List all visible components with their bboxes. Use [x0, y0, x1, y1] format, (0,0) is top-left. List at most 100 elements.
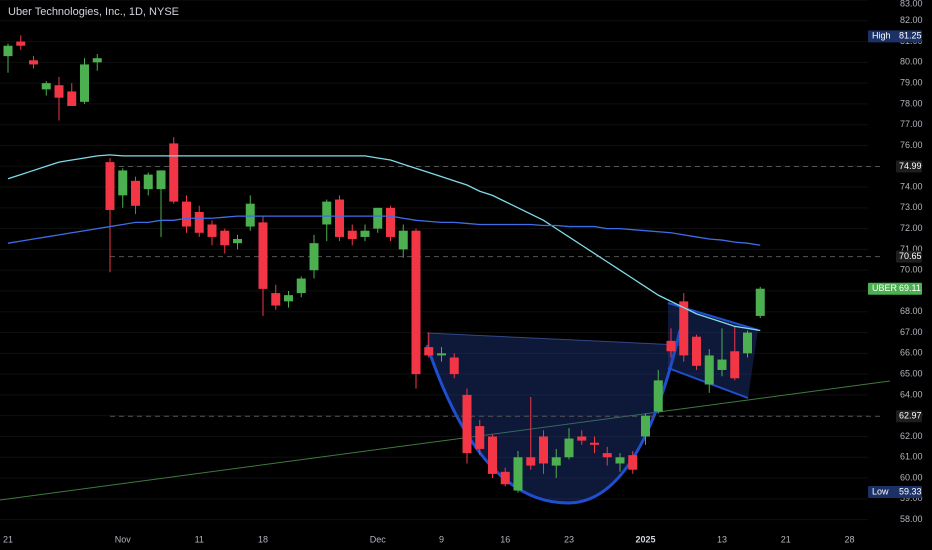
- y-tick-label: 70.00: [900, 265, 923, 275]
- candle-body: [41, 83, 51, 90]
- y-tick-label: 66.00: [900, 348, 923, 358]
- candle-body: [233, 239, 242, 244]
- x-tick-label: 13: [717, 534, 727, 544]
- candle-body: [653, 380, 663, 412]
- candle-body: [67, 91, 77, 106]
- price-label-name: High: [872, 31, 891, 41]
- y-tick-label: 78.00: [900, 98, 923, 108]
- candle-body: [143, 174, 153, 190]
- trend-line: [0, 380, 891, 501]
- candle-body: [692, 336, 701, 366]
- price-label-box: [896, 250, 922, 263]
- x-tick-label: Dec: [370, 534, 387, 544]
- price-label-box: [868, 282, 922, 295]
- candle-body: [462, 394, 472, 454]
- candle-body: [335, 199, 344, 237]
- candle-body: [296, 278, 306, 294]
- candle-body: [424, 347, 434, 356]
- price-label-box: [896, 410, 922, 423]
- price-label-box: [868, 30, 922, 43]
- candle-body: [284, 295, 293, 302]
- candle-body: [488, 436, 497, 474]
- price-label-name: UBER: [872, 283, 898, 293]
- candle-body: [16, 41, 26, 46]
- y-tick-label: 64.00: [900, 389, 923, 399]
- price-label-box: [868, 485, 922, 498]
- candle-body: [628, 455, 638, 470]
- y-tick-label: 59.00: [900, 493, 923, 503]
- candle-body: [577, 436, 587, 441]
- price-label-value: 70.65: [899, 251, 922, 261]
- y-tick-label: 80.00: [900, 57, 923, 67]
- candle-body: [309, 243, 319, 271]
- candle-body: [207, 224, 217, 237]
- chart-title: Uber Technologies, Inc., 1D, NYSE: [8, 6, 179, 18]
- candle-body: [29, 60, 38, 65]
- candle-body: [182, 201, 191, 227]
- candle-body: [386, 207, 395, 237]
- y-tick-label: 58.00: [900, 514, 923, 524]
- candle-body: [54, 85, 64, 98]
- candle-body: [615, 457, 625, 464]
- candle-body: [704, 355, 714, 385]
- candle-body: [347, 230, 357, 240]
- candle-body: [271, 293, 281, 306]
- x-tick-label: 28: [844, 534, 854, 544]
- candle-body: [105, 162, 115, 210]
- candle-body: [156, 170, 166, 190]
- candle-body: [194, 212, 204, 233]
- candle-body: [449, 357, 459, 375]
- y-tick-label: 62.00: [900, 431, 923, 441]
- x-tick-label: 16: [500, 534, 510, 544]
- candle-body: [373, 207, 383, 229]
- x-tick-label: Nov: [115, 534, 132, 544]
- y-tick-label: 73.00: [900, 202, 923, 212]
- candle-body: [437, 353, 446, 356]
- y-tick-label: 83.00: [900, 0, 923, 8]
- candle-body: [322, 201, 332, 225]
- price-label-box: [896, 160, 922, 173]
- y-tick-label: 68.00: [900, 306, 923, 316]
- y-tick-label: 60.00: [900, 472, 923, 482]
- candle-body: [500, 471, 510, 485]
- candle-body: [526, 457, 536, 466]
- candle-body: [641, 415, 650, 437]
- y-tick-label: 67.00: [900, 327, 923, 337]
- price-label-name: Low: [872, 486, 889, 496]
- y-tick-label: 74.00: [900, 181, 923, 191]
- candle-body: [513, 457, 523, 491]
- moving-average: [7, 154, 761, 332]
- y-tick-label: 65.00: [900, 368, 923, 378]
- price-label-value: 69.11: [899, 283, 921, 293]
- y-tick-label: 72.00: [900, 223, 923, 233]
- x-tick-label: 21: [3, 534, 13, 544]
- candle-body: [475, 426, 485, 449]
- price-label-value: 74.99: [899, 161, 922, 171]
- candle-body: [92, 58, 102, 63]
- y-tick-label: 77.00: [900, 119, 923, 129]
- candle-body: [3, 45, 13, 57]
- candle-body: [245, 203, 255, 227]
- candle-body: [679, 301, 689, 356]
- y-tick-label: 82.00: [900, 15, 923, 25]
- y-tick-label: 76.00: [900, 140, 923, 150]
- moving-average: [7, 215, 761, 246]
- candle-body: [755, 288, 765, 316]
- x-tick-label: 2025: [635, 534, 655, 544]
- candle-body: [398, 230, 408, 250]
- candle-body: [411, 230, 421, 375]
- x-tick-label: 21: [781, 534, 791, 544]
- candle-body: [564, 438, 574, 458]
- candle-body: [743, 332, 752, 354]
- candle-body: [360, 230, 370, 237]
- y-tick-label: 61.00: [900, 452, 923, 462]
- candle-body: [80, 64, 89, 102]
- price-label-value: 81.25: [899, 31, 922, 41]
- candle-body: [131, 180, 140, 206]
- y-tick-label: 79.00: [900, 78, 923, 88]
- candle-body: [717, 359, 727, 370]
- candle-body: [220, 230, 230, 246]
- candle-body: [551, 457, 561, 466]
- x-tick-label: 18: [258, 534, 268, 544]
